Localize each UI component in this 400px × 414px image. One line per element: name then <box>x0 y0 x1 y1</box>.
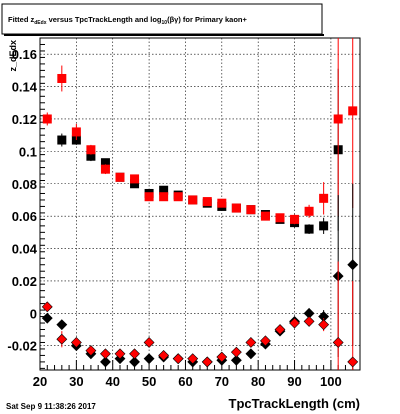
y-tick-label: 0.02 <box>12 274 37 289</box>
data-point-diamond <box>56 333 68 345</box>
data-point-square <box>348 106 358 116</box>
data-point-diamond <box>70 337 82 348</box>
x-tick-label: 50 <box>142 374 156 389</box>
data-point-square <box>246 205 256 215</box>
data-point-diamond <box>274 324 286 335</box>
data-point-diamond <box>129 356 140 368</box>
chart-title: Fitted zdEdx versus TpcTrackLength and l… <box>8 15 248 26</box>
data-point-square <box>231 203 241 213</box>
data-point-square <box>319 221 329 231</box>
data-point-diamond <box>129 348 140 360</box>
data-point-diamond <box>114 348 126 360</box>
x-tick-label: 20 <box>33 374 47 389</box>
x-tick-label: 60 <box>178 374 192 389</box>
plot-area: 20 30 40 50 60 70 80 90 100 -0.02 0 0.02 0.04 0.06 0.0… <box>7 37 361 411</box>
data-point-square <box>217 198 227 208</box>
data-point-square <box>290 214 300 224</box>
data-point-square <box>304 224 314 234</box>
data-point-diamond <box>41 301 53 313</box>
data-point-diamond <box>347 356 359 368</box>
data-point-square <box>202 197 212 207</box>
data-point-diamond <box>143 337 155 348</box>
data-point-diamond <box>85 345 97 356</box>
data-point-diamond <box>187 353 199 365</box>
y-tick-label: 0 <box>30 306 37 321</box>
title-shadow <box>4 34 324 36</box>
data-point-square <box>260 211 270 221</box>
data-point-square <box>275 213 285 223</box>
data-point-square <box>159 185 169 195</box>
timestamp: Sat Sep 9 11:38:26 2017 <box>6 402 96 411</box>
data-point-diamond <box>216 351 228 363</box>
data-point-square <box>130 179 140 189</box>
data-point-square <box>100 164 110 174</box>
data-point-diamond <box>347 259 359 271</box>
data-point-square <box>86 145 96 155</box>
data-point-diamond <box>201 356 213 368</box>
data-point-square <box>57 135 67 145</box>
data-point-diamond <box>245 348 257 360</box>
data-point-diamond <box>332 337 344 348</box>
x-tick-label: 80 <box>251 374 265 389</box>
data-point-square <box>100 158 110 168</box>
x-tick-label: 90 <box>287 374 301 389</box>
data-point-square <box>144 192 154 202</box>
data-point-diamond <box>230 346 242 358</box>
data-point-diamond <box>245 337 257 348</box>
y-tick-label: 0.08 <box>12 177 37 192</box>
y-tick-label: 0.06 <box>12 209 37 224</box>
y-tick-label: 0.16 <box>12 47 37 62</box>
y-tick-label: 0.14 <box>12 80 38 95</box>
y-axis-label: z_dEdx <box>8 40 18 72</box>
data-point-diamond <box>158 350 170 361</box>
data-point-square <box>319 193 329 203</box>
data-point-square <box>159 192 169 202</box>
x-tick-label: 40 <box>105 374 119 389</box>
title-box: Fitted zdEdx versus TpcTrackLength and l… <box>1 3 324 36</box>
data-point-square <box>304 206 314 216</box>
data-point-square <box>57 73 67 83</box>
data-point-square <box>188 195 198 205</box>
data-point-square <box>173 192 183 202</box>
x-tick-label: 70 <box>215 374 229 389</box>
data-point-square <box>333 114 343 124</box>
y-tick-label: -0.02 <box>7 339 37 354</box>
data-point-diamond <box>56 319 68 331</box>
data-point-diamond <box>100 356 111 368</box>
title-frame <box>1 3 323 35</box>
data-point-square <box>42 114 52 124</box>
x-axis-label: TpcTrackLength (cm) <box>229 396 360 411</box>
data-point-diamond <box>172 353 184 365</box>
y-tick-label: 0.04 <box>12 242 38 257</box>
x-tick-label: 30 <box>69 374 83 389</box>
data-point-diamond <box>318 319 330 331</box>
data-point-square <box>86 151 96 161</box>
y-tick-label: 0.12 <box>12 112 37 127</box>
data-point-diamond <box>230 354 242 366</box>
data-point-diamond <box>41 312 53 324</box>
data-point-diamond <box>143 353 155 365</box>
y-tick-label: 0.1 <box>19 144 37 159</box>
data-point-diamond <box>303 315 315 327</box>
data-point-diamond <box>289 317 300 329</box>
x-tick-label: 100 <box>320 374 342 389</box>
data-point-square <box>71 127 81 137</box>
data-point-square <box>130 174 140 184</box>
data-point-diamond <box>260 335 271 347</box>
data-point-diamond <box>100 348 111 360</box>
data-point-square <box>115 172 125 182</box>
